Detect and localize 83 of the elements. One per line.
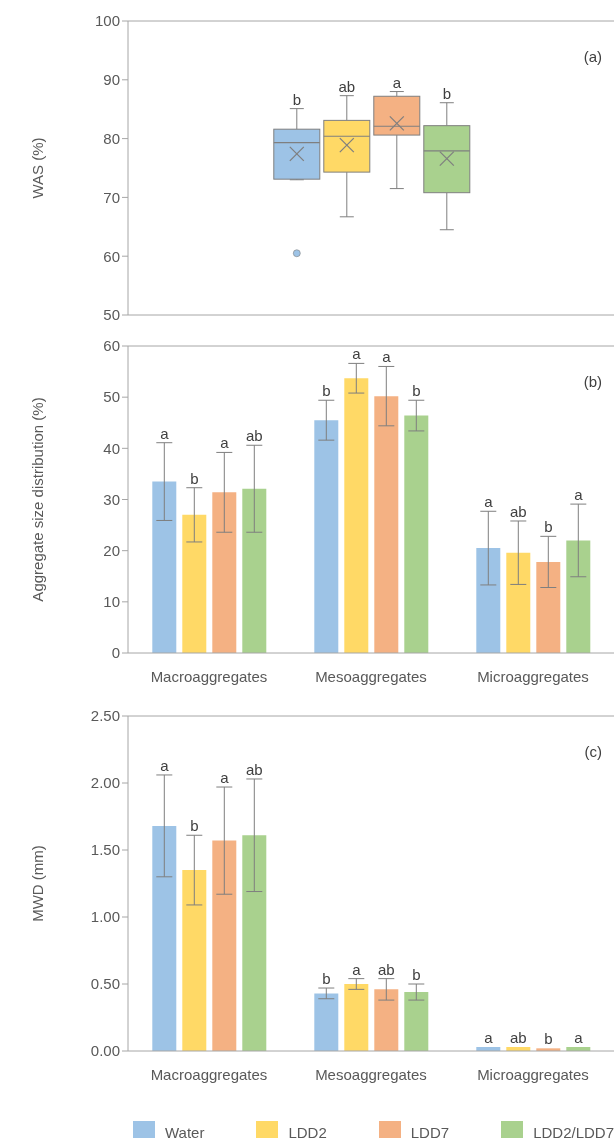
legend-label: LDD7 (410, 1123, 450, 1138)
y-tick-label: 0.50 (90, 975, 120, 993)
y-tick-label: 60 (103, 247, 120, 265)
legend-label: Water (165, 1123, 205, 1138)
y-tick-label: 70 (103, 188, 120, 206)
y-tick-label: 1.50 (90, 841, 120, 859)
y-tick-label: 90 (103, 71, 120, 89)
bar (212, 840, 237, 1051)
x-tick-label: Microaggregates (477, 667, 589, 685)
annotation: a (392, 73, 402, 91)
annotation: ab (245, 760, 263, 778)
y-axis-title: Aggregate size distribution (%) (29, 397, 47, 602)
annotation: ab (245, 427, 263, 445)
y-tick-label: 60 (103, 337, 120, 355)
y-tick-label: 1.00 (90, 908, 120, 926)
bar (242, 835, 267, 1051)
annotation: ab (509, 502, 527, 520)
y-tick-label: 0 (111, 644, 120, 662)
bar (152, 481, 177, 653)
annotation: a (352, 960, 362, 978)
bar (152, 825, 177, 1051)
annotation: a (220, 434, 230, 452)
annotation: a (160, 424, 170, 442)
annotation: a (220, 769, 230, 787)
annotation: a (484, 493, 494, 511)
annotation: ab (338, 77, 356, 95)
annotation: a (484, 1028, 494, 1046)
legend-label: LDD2/LDD7 (533, 1123, 614, 1138)
annotation: (c) (584, 743, 602, 760)
x-tick-label: Microaggregates (477, 1065, 589, 1083)
bar (212, 492, 237, 653)
annotation: b (442, 84, 451, 102)
y-axis-title: MWD (mm) (29, 845, 47, 922)
x-tick-label: Macroaggregates (150, 667, 268, 685)
bar (476, 548, 501, 653)
bar (182, 870, 207, 1051)
y-tick-label: 50 (103, 306, 120, 324)
bar (344, 378, 369, 653)
y-tick-label: 10 (103, 593, 120, 611)
annotation: a (574, 1028, 584, 1046)
annotation: b (322, 382, 331, 400)
annotation: a (574, 486, 584, 504)
bar (506, 552, 531, 653)
annotation: ab (509, 1028, 527, 1046)
annotation: b (190, 469, 199, 487)
bar (404, 415, 429, 653)
annotation: b (322, 970, 331, 988)
annotation: (a) (583, 48, 602, 65)
x-tick-label: Mesoaggregates (315, 667, 427, 685)
annotation: b (544, 518, 553, 536)
annotation: a (352, 345, 362, 363)
y-axis-title: WAS (%) (29, 137, 47, 199)
bar (344, 984, 369, 1051)
annotation: a (382, 348, 392, 366)
y-tick-label: 30 (103, 490, 120, 508)
legend-label: LDD2 (288, 1123, 327, 1138)
x-tick-label: Macroaggregates (150, 1065, 268, 1083)
annotation: (b) (583, 373, 602, 390)
annotation: b (412, 966, 421, 983)
x-tick-label: Mesoaggregates (315, 1065, 427, 1083)
bar (182, 514, 207, 653)
annotation: b (412, 382, 421, 400)
y-tick-label: 80 (103, 129, 120, 147)
bar (314, 993, 339, 1051)
y-tick-label: 100 (94, 12, 120, 30)
y-tick-label: 0.00 (90, 1042, 120, 1060)
bar (536, 561, 561, 653)
y-tick-label: 2.00 (90, 774, 120, 792)
y-tick-label: 50 (103, 388, 120, 406)
y-tick-label: 40 (103, 439, 120, 457)
bar (314, 420, 339, 653)
bar (404, 992, 429, 1051)
annotation: a (160, 756, 170, 774)
annotation: b (292, 90, 301, 108)
bar (374, 396, 399, 653)
bar (374, 989, 399, 1051)
bar (566, 540, 591, 653)
annotation: b (190, 817, 199, 835)
bar (242, 488, 267, 653)
y-tick-label: 2.50 (90, 707, 120, 725)
annotation: b (544, 1030, 553, 1048)
annotation: ab (377, 960, 395, 978)
y-tick-label: 20 (103, 541, 120, 559)
